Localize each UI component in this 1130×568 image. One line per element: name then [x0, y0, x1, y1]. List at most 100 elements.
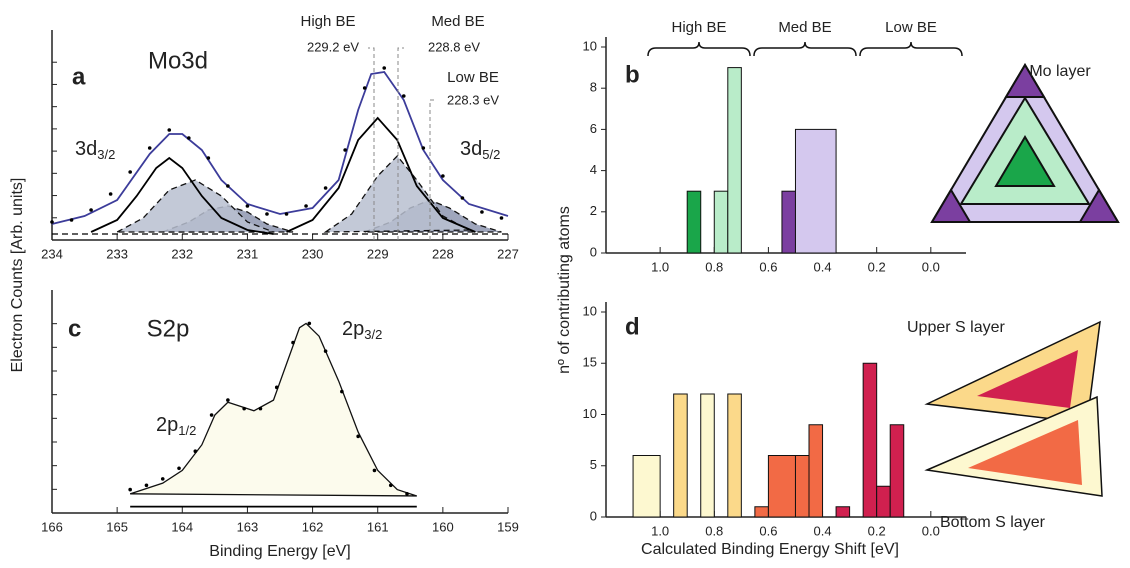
data-point [356, 434, 360, 439]
peak-label-sub: 1/2 [178, 423, 196, 438]
x-tick-label: 228 [432, 246, 454, 261]
group-brace [753, 41, 857, 57]
x-tick-label: 0.2 [868, 259, 886, 274]
x-tick-label: 0.4 [814, 523, 832, 538]
group-brace [647, 41, 751, 57]
data-point [50, 220, 54, 224]
y-tick-label: 8 [590, 80, 597, 95]
peak-label: 3d3/2 [75, 138, 115, 162]
x-tick-label: 159 [497, 519, 519, 534]
data-point [307, 321, 312, 326]
peak-label: 2p1/2 [156, 414, 196, 438]
x-tick-label: 234 [41, 246, 63, 261]
data-point [160, 477, 165, 481]
peak-label-sub: 3/2 [97, 147, 115, 162]
bar [794, 455, 810, 518]
bar [727, 393, 742, 518]
panel-letter: c [68, 315, 81, 342]
data-point [441, 174, 445, 178]
bar [754, 506, 769, 518]
data-point [401, 94, 406, 98]
y-tick-label: 5 [590, 457, 597, 472]
y-tick-label: 4 [590, 162, 597, 177]
data-point [193, 449, 198, 454]
x-tick-label: 232 [171, 246, 193, 261]
data-point [340, 389, 344, 394]
data-point [291, 340, 295, 345]
x-tick-label: 162 [302, 519, 324, 534]
data-point [206, 156, 211, 160]
panel-letter: a [72, 63, 86, 90]
x-tick-label: 0.2 [868, 523, 886, 538]
y-tick-label: 6 [590, 121, 597, 136]
data-point [177, 466, 181, 471]
x-tick-label: 166 [41, 519, 63, 534]
x-tick-label: 230 [302, 246, 324, 261]
marker-line [397, 47, 404, 240]
x-tick-label: 0.6 [759, 523, 777, 538]
x-tick-label: 163 [237, 519, 259, 534]
x-tick-label: 229 [367, 246, 389, 261]
data-point [89, 208, 93, 212]
bar [673, 393, 688, 518]
data-point [405, 492, 409, 496]
x-tick-label: 161 [367, 519, 389, 534]
data-point [258, 406, 263, 411]
x-axis-label: Binding Energy [eV] [209, 543, 350, 560]
x-tick-label: 0.4 [814, 259, 832, 274]
bar [808, 424, 824, 518]
bar [632, 455, 661, 518]
y-tick-label: 0 [590, 244, 597, 259]
data-point [274, 385, 279, 390]
component-area [116, 179, 274, 233]
y-tick-label: 10 [583, 38, 597, 53]
data-point [323, 349, 328, 353]
peak-label-main: 2p [156, 414, 178, 436]
x-tick-label: 160 [432, 519, 454, 534]
x-axis-label: Calculated Binding Energy Shift [eV] [641, 541, 899, 558]
y-axis-label: Electron Counts [Arb. units] [9, 178, 26, 373]
data-point [128, 487, 132, 492]
data-point [372, 468, 377, 473]
data-point [209, 413, 214, 417]
marker-label: High BE [300, 13, 355, 30]
data-point [226, 184, 230, 188]
schematic-label: Mo layer [1029, 63, 1091, 80]
x-tick-label: 1.0 [651, 523, 669, 538]
bar [862, 362, 878, 518]
data-point [421, 146, 426, 150]
group-label: High BE [671, 19, 726, 36]
marker-line [368, 47, 375, 240]
bottom-s-schematic [924, 395, 1103, 497]
data-point [362, 86, 367, 90]
y-tick-label: 0 [590, 508, 597, 523]
data-point [480, 210, 484, 214]
x-tick-label: 0.8 [705, 523, 723, 538]
bar [700, 393, 715, 518]
peak-label-sub: 3/2 [364, 327, 382, 342]
panel-title: S2p [147, 315, 190, 342]
marker-label: Low BE [447, 69, 499, 86]
x-tick-label: 164 [171, 519, 193, 534]
y-tick-label: 15 [583, 355, 597, 370]
group-brace [859, 41, 963, 57]
schematic-label: Upper S layer [907, 319, 1005, 336]
fit-line [90, 156, 274, 235]
data-point [284, 212, 289, 216]
x-tick-label: 231 [237, 246, 259, 261]
data-point [245, 204, 250, 208]
schematic-label: Bottom S layer [940, 514, 1046, 531]
data-point [323, 186, 328, 190]
component-area [129, 322, 418, 497]
x-tick-label: 0.6 [759, 259, 777, 274]
marker-line [429, 99, 436, 240]
data-point [167, 128, 172, 132]
panel-letter: d [625, 313, 640, 340]
marker-energy: 228.3 eV [447, 92, 499, 107]
bar [794, 128, 837, 254]
marker-label: Med BE [431, 13, 484, 30]
x-tick-label: 0.0 [922, 523, 940, 538]
x-tick-label: 227 [497, 246, 519, 261]
fit-line [51, 71, 509, 225]
